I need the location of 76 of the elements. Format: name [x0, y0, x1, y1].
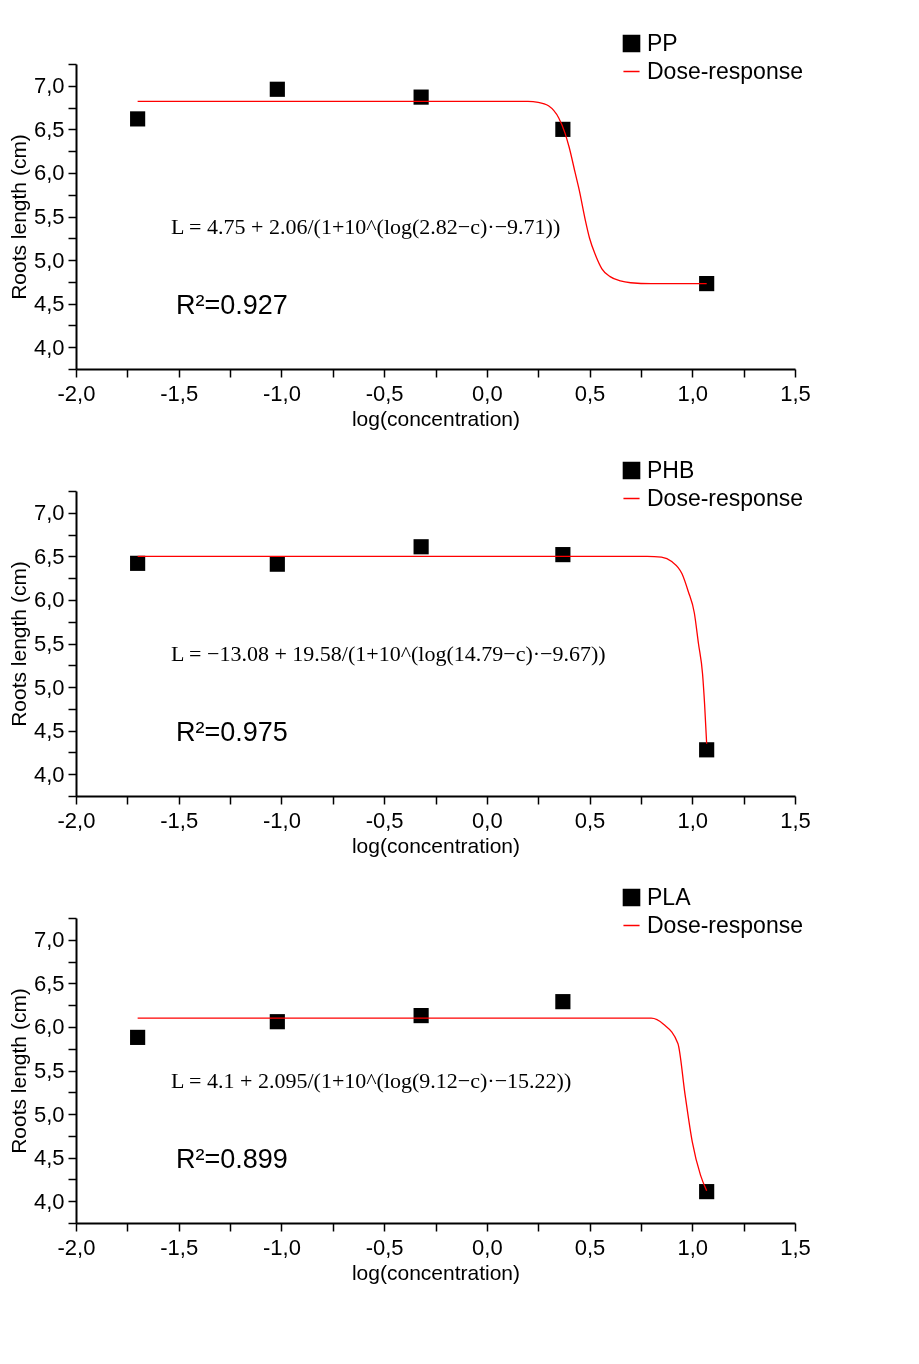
y-tick-label: 4,0 [33, 334, 65, 360]
point [413, 1008, 429, 1024]
y-tick-label: 6,0 [33, 587, 65, 613]
x-tick-label: -1,0 [262, 1234, 301, 1260]
legend-label: Dose-response [647, 911, 803, 938]
y-tick-label: 4,0 [33, 1188, 65, 1214]
legend-label: PHB [647, 456, 695, 483]
y-tick-label: 6,0 [33, 160, 65, 186]
x-tick-label: -1,0 [262, 807, 301, 833]
x-tick-label: -1,5 [160, 1234, 199, 1260]
annotation: L = 4.1 + 2.095/(1+10^(log(9.12−c)·−15.22)) [171, 1068, 572, 1093]
y-axis-title: Roots length (cm) [6, 988, 30, 1154]
y-axis-title: Roots length (cm) [6, 561, 30, 727]
y-tick-label: 7,0 [33, 73, 65, 99]
point [269, 556, 285, 572]
annotation: L = −13.08 + 19.58/(1+10^(log(14.79−c)·−9.67)) [171, 641, 606, 666]
y-tick-label: 6,5 [33, 970, 65, 996]
x-tick-label: 1,0 [677, 807, 709, 833]
y-tick-label: 5,5 [33, 631, 65, 656]
x-tick-label: 1,0 [677, 1234, 709, 1260]
legend-label: PP [647, 29, 678, 56]
x-tick-label: 0,0 [472, 1234, 503, 1260]
y-tick-label: 5,5 [33, 204, 65, 229]
legend-label: Dose-response [647, 484, 803, 511]
point [269, 81, 285, 97]
point [555, 994, 571, 1010]
legend-label: PLA [647, 883, 692, 910]
point [130, 555, 146, 571]
point [269, 1014, 285, 1030]
point [699, 276, 715, 292]
x-tick-label: 1,0 [677, 380, 709, 406]
y-tick-label: 5,5 [33, 1058, 65, 1083]
x-tick-label: -0,5 [365, 1234, 404, 1260]
x-tick-label: 0,5 [574, 807, 606, 833]
x-tick-label: -0,5 [365, 807, 404, 833]
annotation: R²=0.975 [176, 717, 288, 747]
y-tick-label: 4,5 [33, 1145, 65, 1171]
annotation: R²=0.899 [176, 1144, 288, 1174]
y-tick-label: 5,0 [33, 247, 65, 273]
x-tick-label: -2,0 [57, 1234, 96, 1260]
x-tick-label: -2,0 [57, 380, 96, 406]
y-tick-label: 5,0 [33, 1101, 65, 1127]
y-tick-label: 4,5 [33, 718, 65, 744]
annotation: R²=0.927 [176, 290, 288, 320]
point [413, 89, 429, 105]
x-axis-title: log(concentration) [351, 1260, 521, 1284]
point [413, 539, 429, 555]
x-tick-label: 0,0 [472, 807, 503, 833]
y-tick-label: 7,0 [33, 927, 65, 953]
y-axis-title: Roots length (cm) [6, 134, 30, 300]
y-tick-label: 6,0 [33, 1014, 65, 1040]
y-tick-label: 4,0 [33, 761, 65, 787]
x-tick-label: -0,5 [365, 380, 404, 406]
y-tick-label: 6,5 [33, 543, 65, 569]
x-tick-label: 0,5 [574, 380, 606, 406]
x-tick-label: 1,5 [780, 380, 811, 406]
point [699, 1184, 715, 1200]
x-tick-label: -1,5 [160, 380, 199, 406]
x-axis-title: log(concentration) [351, 833, 521, 857]
x-axis-title: log(concentration) [351, 406, 521, 430]
x-tick-label: 1,5 [780, 807, 811, 833]
annotation: L = 4.75 + 2.06/(1+10^(log(2.82−c)·−9.71)) [171, 214, 561, 239]
y-tick-label: 4,5 [33, 291, 65, 317]
point [130, 111, 146, 127]
y-tick-label: 6,5 [33, 116, 65, 142]
x-tick-label: 0,5 [574, 1234, 606, 1260]
x-tick-label: -1,5 [160, 807, 199, 833]
legend-label: Dose-response [647, 57, 803, 84]
point [130, 1029, 146, 1045]
x-tick-label: -2,0 [57, 807, 96, 833]
x-tick-label: 1,5 [780, 1234, 811, 1260]
x-tick-label: 0,0 [472, 380, 503, 406]
point [699, 742, 715, 758]
y-tick-label: 7,0 [33, 500, 65, 526]
x-tick-label: -1,0 [262, 380, 301, 406]
y-tick-label: 5,0 [33, 674, 65, 700]
